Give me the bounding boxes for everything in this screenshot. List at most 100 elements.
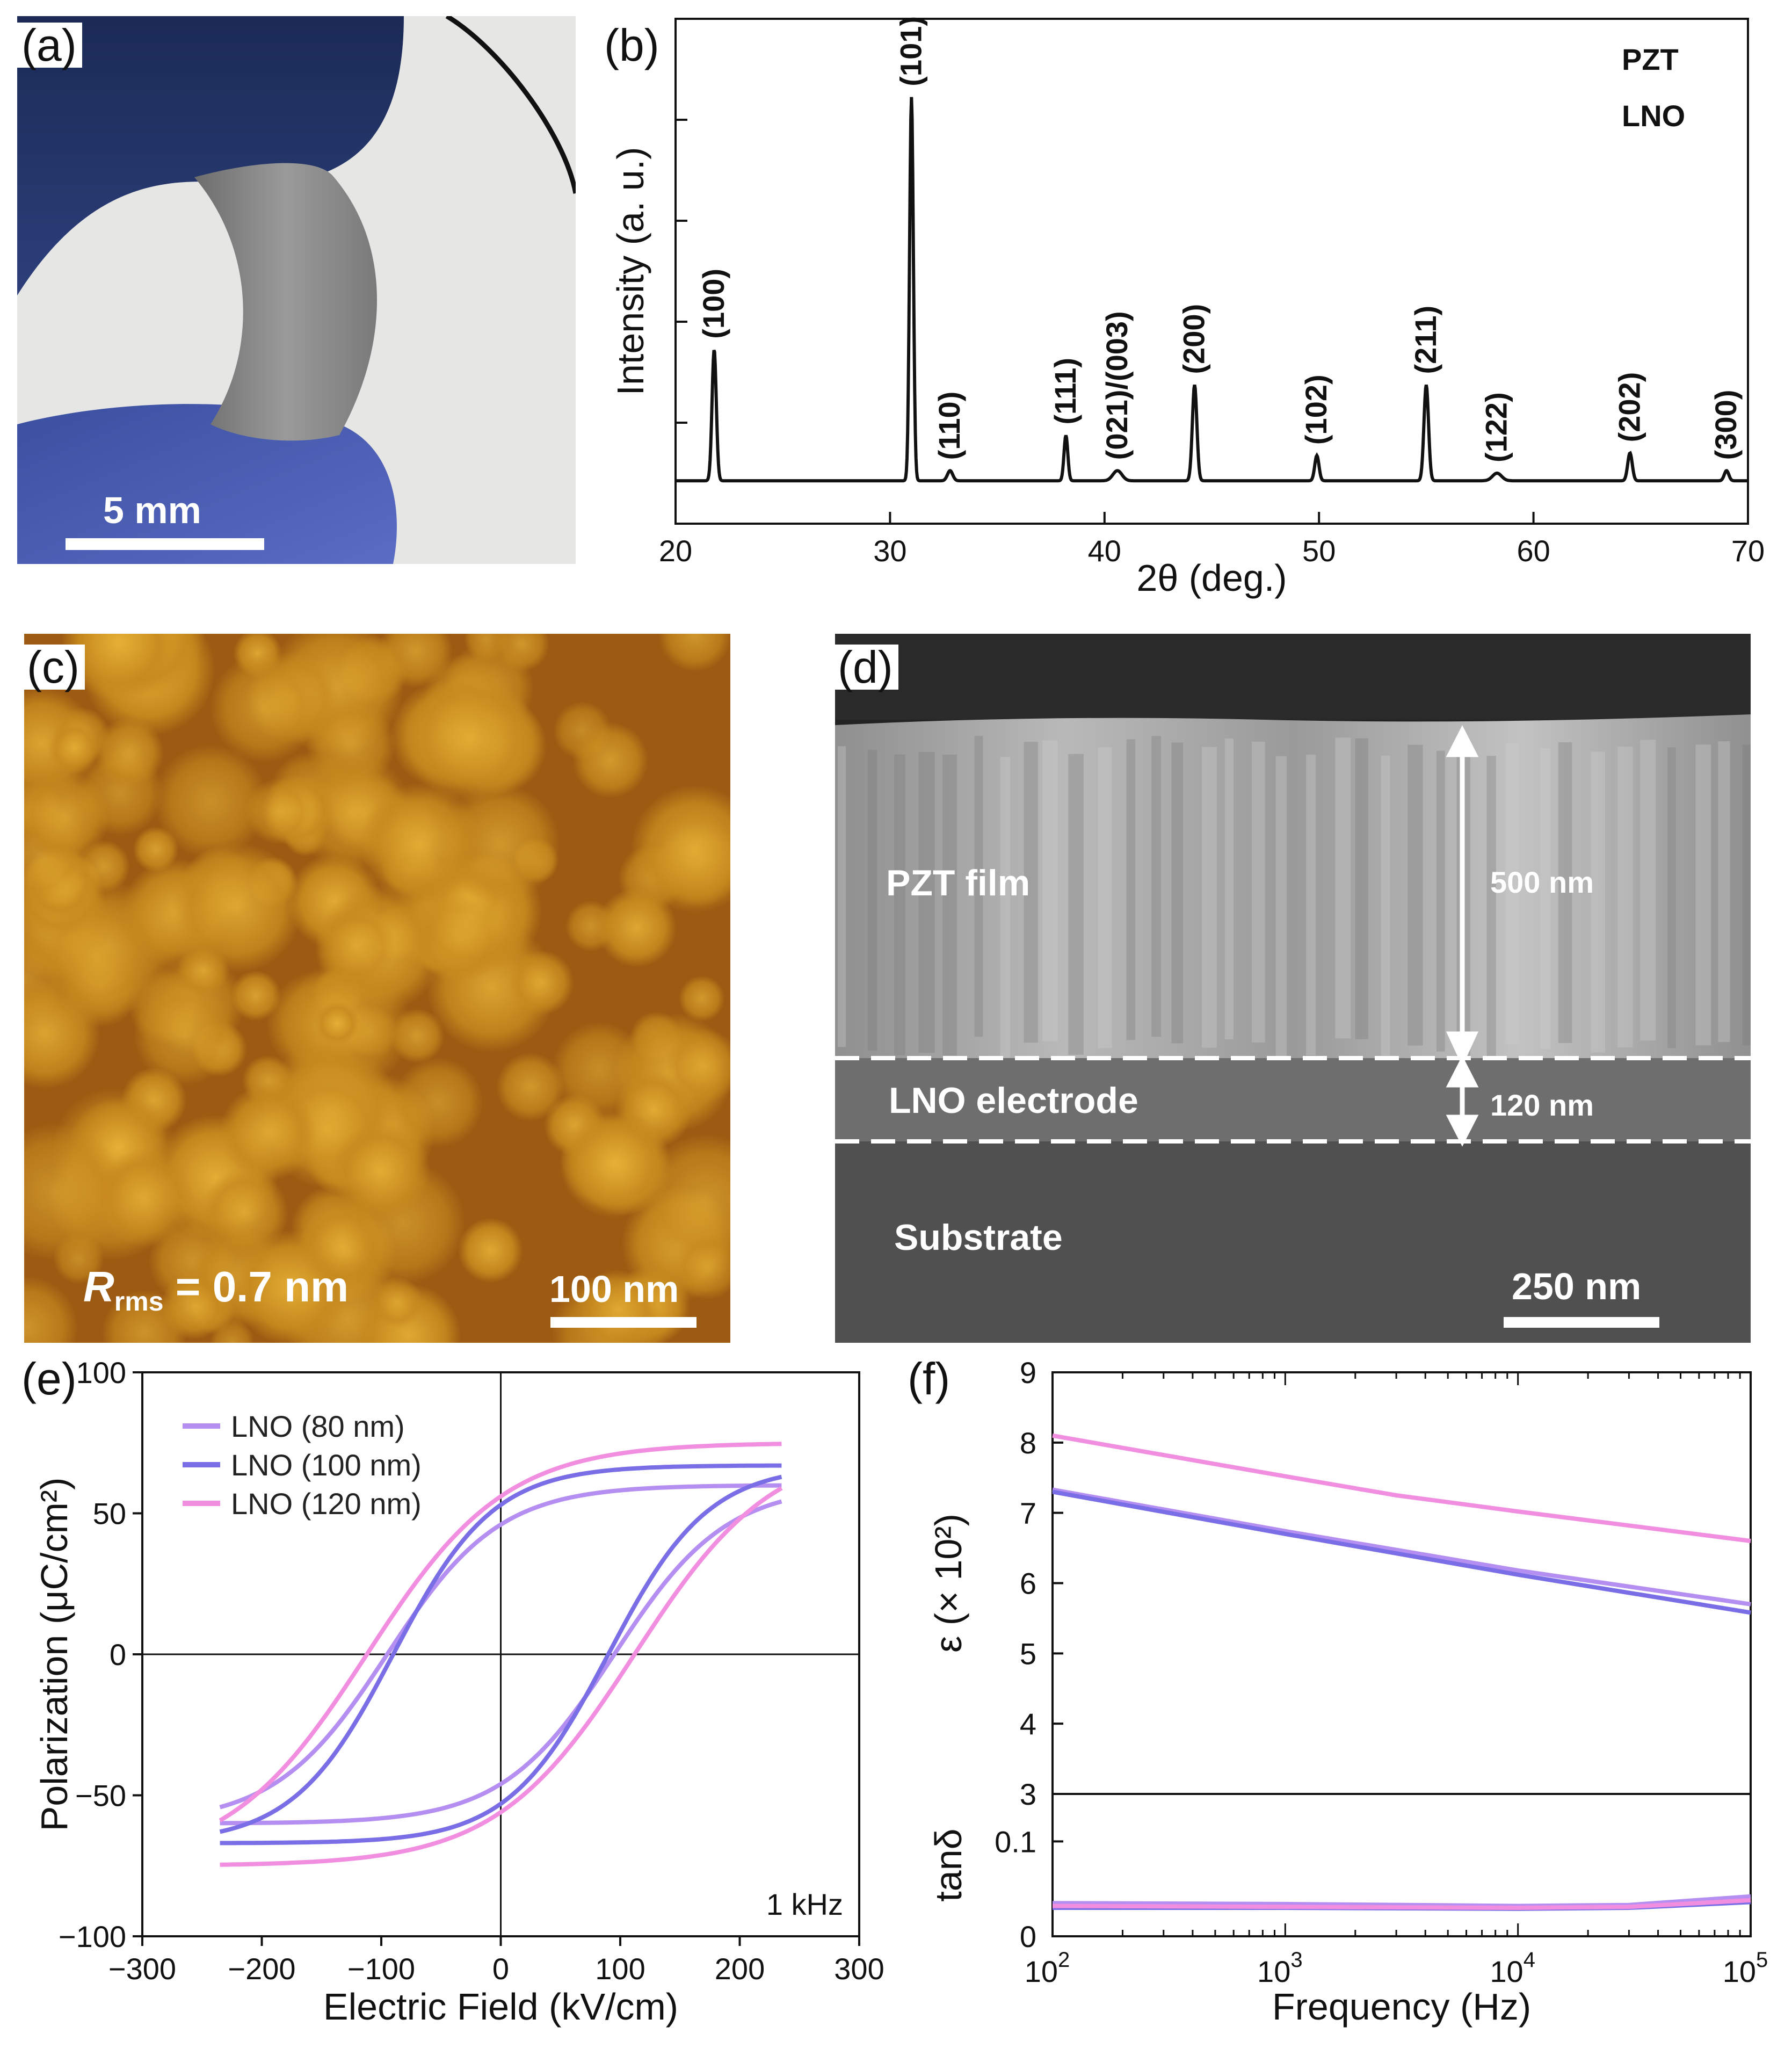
xrd-xtick-label: 50 bbox=[1302, 534, 1336, 568]
diel-ytick-label: 3 bbox=[1020, 1777, 1036, 1811]
sem-column bbox=[1408, 744, 1423, 1046]
sem-column bbox=[1202, 747, 1217, 1048]
afm-grain bbox=[405, 672, 536, 804]
panel-label-b: (b) bbox=[599, 23, 665, 68]
panel-d-sem: PZT film LNO electrode Substrate 500 nm … bbox=[835, 634, 1751, 1343]
xrd-xlabel: 2θ (deg.) bbox=[1136, 557, 1287, 599]
panel-a-photo: 5 mm bbox=[17, 16, 576, 564]
sem-image bbox=[835, 634, 1751, 1343]
sem-column bbox=[1540, 748, 1551, 1049]
sem-column bbox=[1718, 741, 1730, 1043]
sem-column bbox=[1251, 741, 1265, 1043]
afm-grain bbox=[299, 1203, 385, 1290]
afm-grain bbox=[494, 634, 550, 672]
afm-grain bbox=[658, 634, 730, 672]
pe-xlabel: Electric Field (kV/cm) bbox=[323, 1986, 678, 2028]
afm-grain bbox=[133, 983, 236, 1086]
sem-column bbox=[1068, 754, 1084, 1055]
label-500nm: 500 nm bbox=[1490, 865, 1594, 899]
diel-ytick-label: 8 bbox=[1020, 1426, 1036, 1460]
xrd-ylabel: Intensity (a. u.) bbox=[610, 147, 651, 396]
afm-grain bbox=[360, 783, 482, 904]
sem-column bbox=[1640, 740, 1656, 1041]
pe-xtick-label: 0 bbox=[492, 1952, 509, 1986]
pe-ytick-label: 50 bbox=[93, 1497, 126, 1531]
sem-column bbox=[1275, 756, 1287, 1057]
afm-grain bbox=[245, 778, 312, 845]
diel-loss-ytick-label: 0 bbox=[1020, 1920, 1036, 1953]
sem-column bbox=[1486, 756, 1496, 1057]
afm-grain bbox=[572, 722, 649, 799]
afm-grain bbox=[201, 1169, 289, 1257]
scale-bar-d-label: 250 nm bbox=[1512, 1265, 1642, 1307]
pe-xtick-label: −300 bbox=[108, 1952, 176, 1986]
afm-grain bbox=[315, 1001, 360, 1046]
sem-column bbox=[1042, 740, 1058, 1041]
scale-bar-a-label: 5 mm bbox=[103, 489, 201, 531]
afm-grain bbox=[61, 634, 176, 700]
pe-loop-0-descending bbox=[219, 1483, 782, 1810]
diel-ytick-label: 9 bbox=[1020, 1356, 1036, 1390]
sem-column bbox=[1381, 755, 1390, 1056]
diel-xtick-label: 105 bbox=[1723, 1948, 1768, 1988]
diel-eps-series-1 bbox=[1052, 1489, 1751, 1615]
sem-column bbox=[1171, 742, 1184, 1044]
sem-column bbox=[942, 754, 957, 1055]
label-lno-electrode: LNO electrode bbox=[889, 1080, 1138, 1121]
panel-label-c: (c) bbox=[21, 645, 85, 690]
pzt-layer bbox=[835, 714, 1751, 1058]
pe-legend-label: LNO (80 nm) bbox=[231, 1409, 405, 1443]
sem-column bbox=[1335, 737, 1351, 1039]
sem-column bbox=[837, 746, 846, 1047]
pe-annotation: 1 kHz bbox=[766, 1887, 843, 1921]
afm-grain bbox=[559, 1109, 669, 1219]
afm-grain bbox=[389, 1008, 445, 1063]
afm-grain bbox=[209, 1319, 255, 1343]
diel-xtick-label: 104 bbox=[1490, 1948, 1535, 1988]
afm-grain bbox=[678, 975, 725, 1022]
xrd-peak-label: (202) bbox=[1612, 372, 1646, 443]
panel-label-a: (a) bbox=[16, 23, 82, 68]
pe-loop-2-descending bbox=[219, 1442, 782, 1822]
diel-ytick-label: 6 bbox=[1020, 1567, 1036, 1601]
diel-ytick-label: 7 bbox=[1020, 1496, 1036, 1530]
panel-label-e: (e) bbox=[21, 1354, 77, 1404]
xrd-peak-label: (021)/(003) bbox=[1100, 311, 1134, 460]
xrd-xtick-label: 60 bbox=[1517, 534, 1550, 568]
panel-label-d: (d) bbox=[832, 645, 898, 690]
sem-column bbox=[1000, 757, 1011, 1058]
afm-grain bbox=[24, 978, 101, 1089]
sem-column bbox=[867, 750, 877, 1051]
sem-column bbox=[1126, 739, 1136, 1040]
xrd-xtick-label: 40 bbox=[1088, 534, 1121, 568]
afm-grain bbox=[597, 887, 677, 968]
diel-ylabel-eps: ε (× 10²) bbox=[927, 1514, 969, 1653]
afm-grain bbox=[219, 1084, 317, 1182]
pe-xtick-label: −100 bbox=[347, 1952, 415, 1986]
afm-grain bbox=[675, 1234, 730, 1300]
diel-xtick-label: 102 bbox=[1025, 1948, 1070, 1988]
xrd-legend-lno: LNO bbox=[1622, 99, 1685, 133]
xrd-peak-label: (110) bbox=[932, 392, 966, 460]
pe-loop-1-descending bbox=[219, 1463, 782, 1834]
sem-column bbox=[1024, 742, 1038, 1043]
afm-grain bbox=[161, 1273, 227, 1340]
xrd-xtick-label: 70 bbox=[1731, 534, 1765, 568]
scale-bar-c bbox=[550, 1317, 697, 1328]
diel-frame bbox=[1051, 1371, 1752, 1937]
pe-ytick-label: 0 bbox=[110, 1638, 126, 1671]
pe-ytick-label: −100 bbox=[59, 1920, 126, 1953]
xrd-peak-label: (100) bbox=[697, 269, 730, 339]
thickness-arrow-lno bbox=[1446, 1055, 1479, 1147]
sem-column bbox=[1306, 754, 1316, 1055]
pe-loop-1-ascending bbox=[220, 1474, 782, 1846]
sem-column bbox=[1436, 750, 1445, 1052]
xrd-peak-label: (101) bbox=[894, 16, 927, 86]
afm-grain bbox=[24, 770, 110, 862]
rms-symbol: R bbox=[83, 1263, 114, 1311]
xrd-peak-label: (200) bbox=[1177, 304, 1211, 374]
sem-column bbox=[1505, 743, 1519, 1044]
pe-legend-label: LNO (100 nm) bbox=[231, 1448, 422, 1482]
